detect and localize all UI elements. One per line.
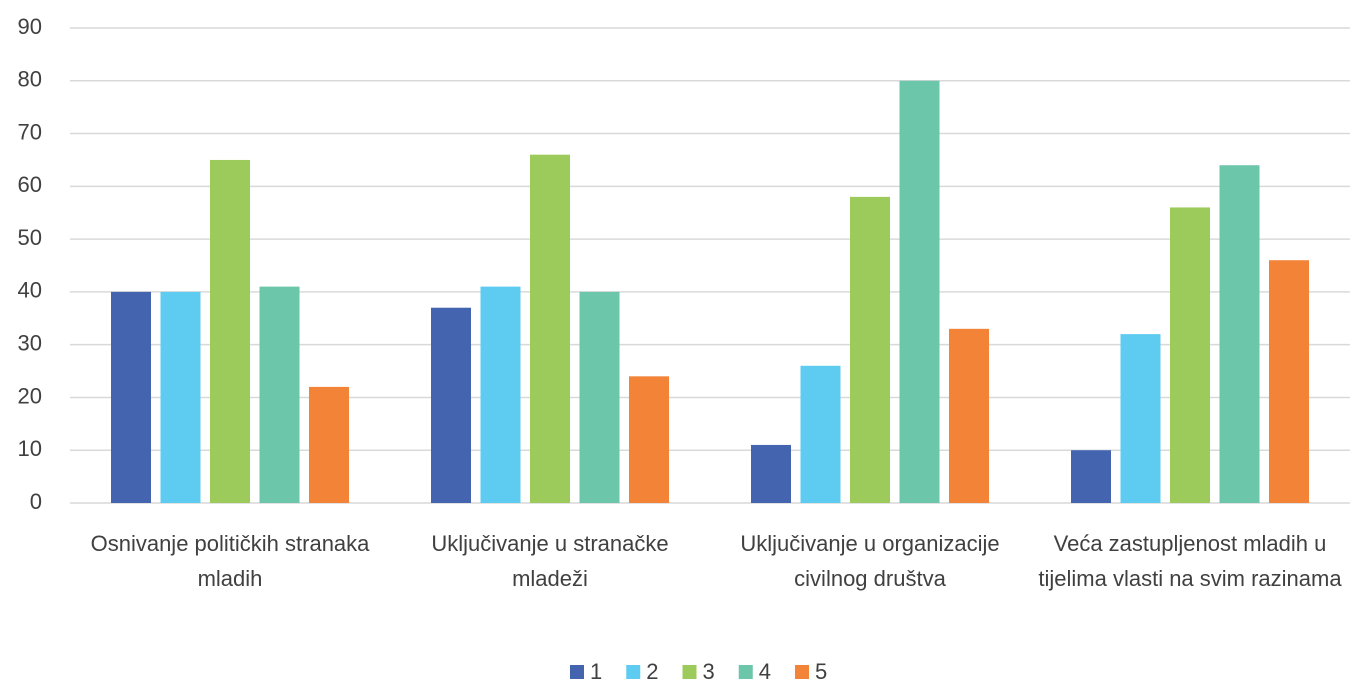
x-tick-label: Uključivanje u organizacije civilnog druš…	[740, 531, 999, 591]
y-tick-label: 90	[18, 14, 42, 39]
bar	[579, 291, 620, 503]
bar	[530, 154, 570, 503]
bar	[259, 286, 300, 503]
x-tick-label: Veća zastupljenost mladih u tijelima vlas…	[1038, 531, 1342, 591]
y-tick-label: 20	[18, 383, 42, 408]
bar	[480, 286, 521, 503]
legend-swatch	[570, 665, 584, 679]
legend-label: 1	[590, 659, 602, 684]
y-tick-label: 80	[18, 67, 42, 92]
legend-swatch	[626, 665, 641, 679]
bar	[210, 159, 250, 503]
bar	[899, 80, 940, 504]
bar	[800, 365, 841, 503]
bar	[160, 291, 201, 503]
bar	[751, 444, 791, 503]
bar	[949, 328, 989, 503]
legend-label: 3	[703, 659, 715, 684]
bar	[850, 196, 890, 503]
y-tick-label: 10	[18, 436, 42, 461]
y-tick-label: 50	[18, 225, 42, 250]
legend-swatch	[682, 665, 697, 679]
y-tick-label: 60	[18, 172, 42, 197]
legend-label: 5	[815, 659, 827, 684]
legend-label: 4	[759, 659, 771, 684]
x-tick-label: Uključivanje u stranačke mladeži	[431, 531, 668, 591]
bar	[1269, 260, 1309, 503]
bar	[431, 307, 471, 503]
legend-swatch	[738, 665, 753, 679]
x-tick-label: Osnivanje političkih stranaka mladih	[91, 531, 371, 591]
y-tick-label: 30	[18, 330, 42, 355]
bar	[1120, 334, 1161, 503]
bar	[629, 376, 669, 503]
y-tick-label: 70	[18, 119, 42, 144]
bar	[1071, 450, 1111, 503]
bar	[309, 386, 349, 503]
legend-swatch	[795, 665, 809, 679]
y-tick-label: 0	[30, 489, 42, 514]
legend-label: 2	[646, 659, 658, 684]
bar	[1170, 207, 1210, 503]
bar	[1219, 165, 1260, 503]
y-tick-label: 40	[18, 278, 42, 303]
bar	[111, 291, 151, 503]
